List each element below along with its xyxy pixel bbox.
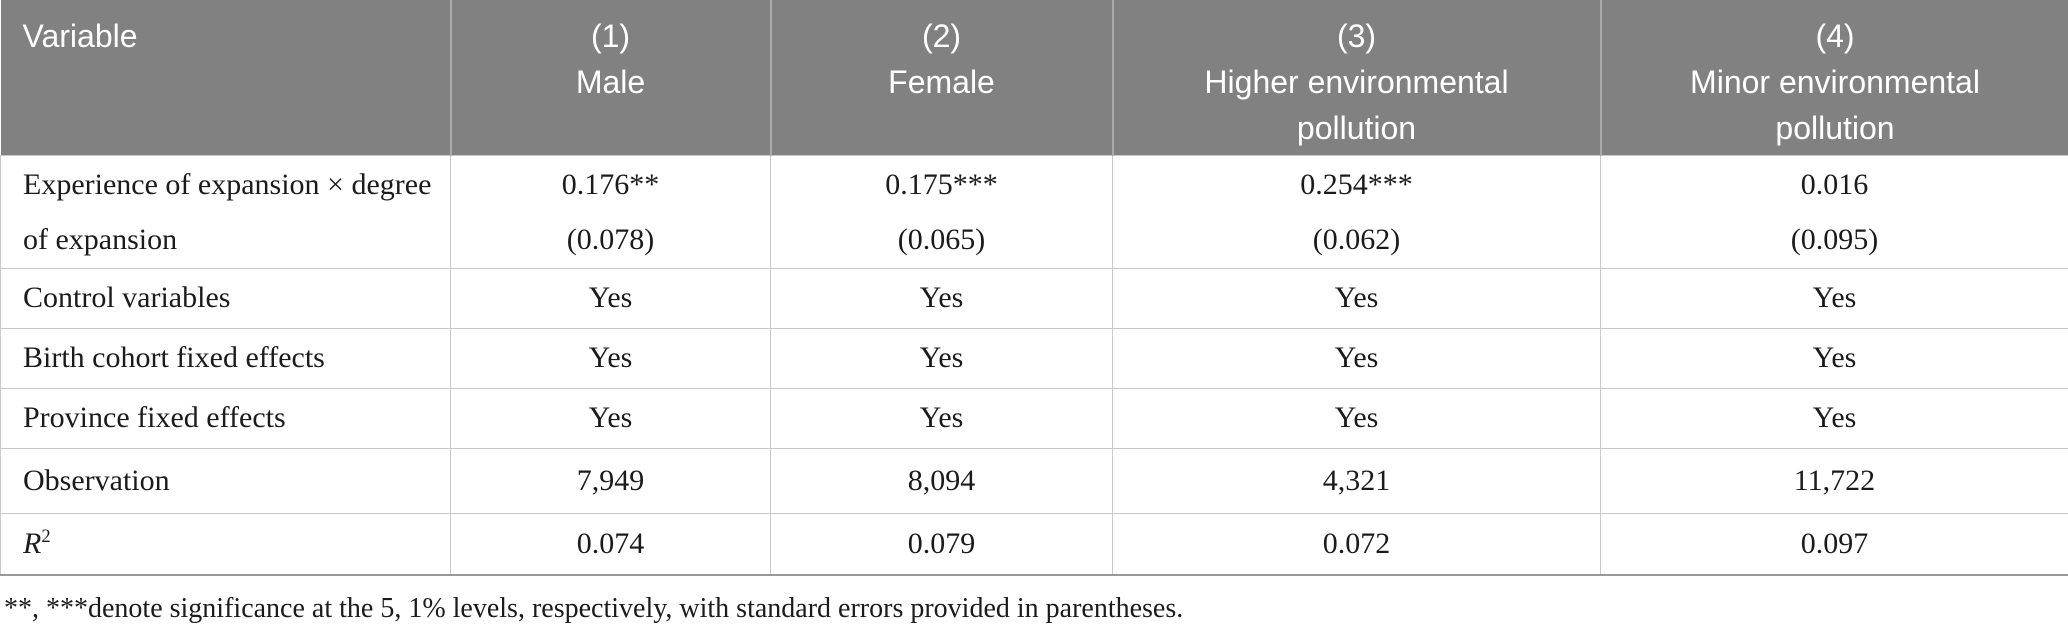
cell-value: Yes: [1112, 387, 1601, 449]
cell-coef-male: 0.176** (0.078): [450, 154, 771, 269]
coefficient-value: 0.176**: [561, 167, 660, 201]
cell-value: Yes: [770, 327, 1113, 389]
cell-value: Yes: [450, 327, 771, 389]
cell-value: 4,321: [1112, 447, 1601, 514]
row-control-variables: Control variables Yes Yes Yes Yes: [0, 267, 2068, 329]
column-label: Female: [888, 64, 995, 100]
column-number: (4): [1815, 18, 1855, 54]
header-col-2: (2) Female: [769, 0, 1113, 155]
cell-value: 7,949: [450, 447, 771, 514]
coefficient-value: 0.175***: [885, 167, 998, 201]
header-row: Variable (1) Male (2) Female (3) Higher …: [0, 0, 2068, 155]
cell-coef-minor-pollution: 0.016 (0.095): [1600, 154, 2068, 269]
table-body: Experience of expansion × degree of expa…: [0, 154, 2068, 576]
row-label-line1: Experience of expansion × degree: [23, 167, 432, 201]
cell-coef-female: 0.175*** (0.065): [770, 154, 1113, 269]
header-col-3: (3) Higher environmental pollution: [1111, 0, 1601, 155]
r-squared-exponent: 2: [41, 525, 51, 547]
column-number: (3): [1336, 18, 1377, 54]
cell-value: 0.097: [1600, 512, 2068, 576]
cell-coef-higher-pollution: 0.254*** (0.062): [1112, 154, 1601, 269]
column-number: (1): [590, 18, 631, 54]
standard-error: (0.078): [566, 222, 655, 256]
header-col-1: (1) Male: [449, 0, 771, 155]
column-label: Minor environmental pollution: [1690, 64, 1980, 146]
row-province-fe: Province fixed effects Yes Yes Yes Yes: [0, 387, 2068, 449]
row-birth-cohort-fe: Birth cohort fixed effects Yes Yes Yes Y…: [0, 327, 2068, 389]
header-variable: Variable: [0, 0, 451, 155]
row-label-cell: Observation: [0, 447, 451, 514]
cell-value: 8,094: [770, 447, 1113, 514]
table-footnote: **, ***denote significance at the 5, 1% …: [4, 593, 1184, 624]
column-number: (2): [921, 18, 962, 54]
row-interaction-term: Experience of expansion × degree of expa…: [0, 154, 2068, 269]
row-r-squared: R2 0.074 0.079 0.072 0.097: [0, 512, 2068, 576]
standard-error: (0.095): [1790, 222, 1879, 256]
r-squared-symbol: R: [23, 526, 42, 560]
cell-value: 0.074: [450, 512, 771, 576]
header-variable-label: Variable: [22, 18, 138, 54]
standard-error: (0.062): [1312, 222, 1401, 256]
cell-value: Yes: [1600, 327, 2068, 389]
row-observation: Observation 7,949 8,094 4,321 11,722: [0, 447, 2068, 514]
cell-value: 0.072: [1112, 512, 1601, 576]
row-label-cell: R2: [0, 512, 451, 576]
row-label-cell: Control variables: [0, 267, 451, 329]
coefficient-value: 0.254***: [1300, 167, 1413, 201]
column-label: Higher environmental pollution: [1204, 64, 1509, 146]
cell-value: Yes: [1600, 387, 2068, 449]
row-label-line2: of expansion: [23, 222, 178, 256]
cell-value: Yes: [770, 387, 1113, 449]
regression-results-table: Variable (1) Male (2) Female (3) Higher …: [0, 0, 2068, 576]
column-label: Male: [575, 64, 646, 100]
row-label-cell: Birth cohort fixed effects: [0, 327, 451, 389]
row-label-cell: Province fixed effects: [0, 387, 451, 449]
coefficient-value: 0.016: [1800, 167, 1869, 201]
table-header: Variable (1) Male (2) Female (3) Higher …: [0, 0, 2068, 155]
cell-value: Yes: [770, 267, 1113, 329]
cell-value: Yes: [1112, 267, 1601, 329]
cell-value: 0.079: [770, 512, 1113, 576]
cell-value: Yes: [1600, 267, 2068, 329]
standard-error: (0.065): [897, 222, 986, 256]
header-col-4: (4) Minor environmental pollution: [1599, 0, 2068, 155]
cell-value: Yes: [1112, 327, 1601, 389]
row-label-cell: Experience of expansion × degree of expa…: [0, 154, 451, 269]
cell-value: 11,722: [1600, 447, 2068, 514]
cell-value: Yes: [450, 387, 771, 449]
cell-value: Yes: [450, 267, 771, 329]
